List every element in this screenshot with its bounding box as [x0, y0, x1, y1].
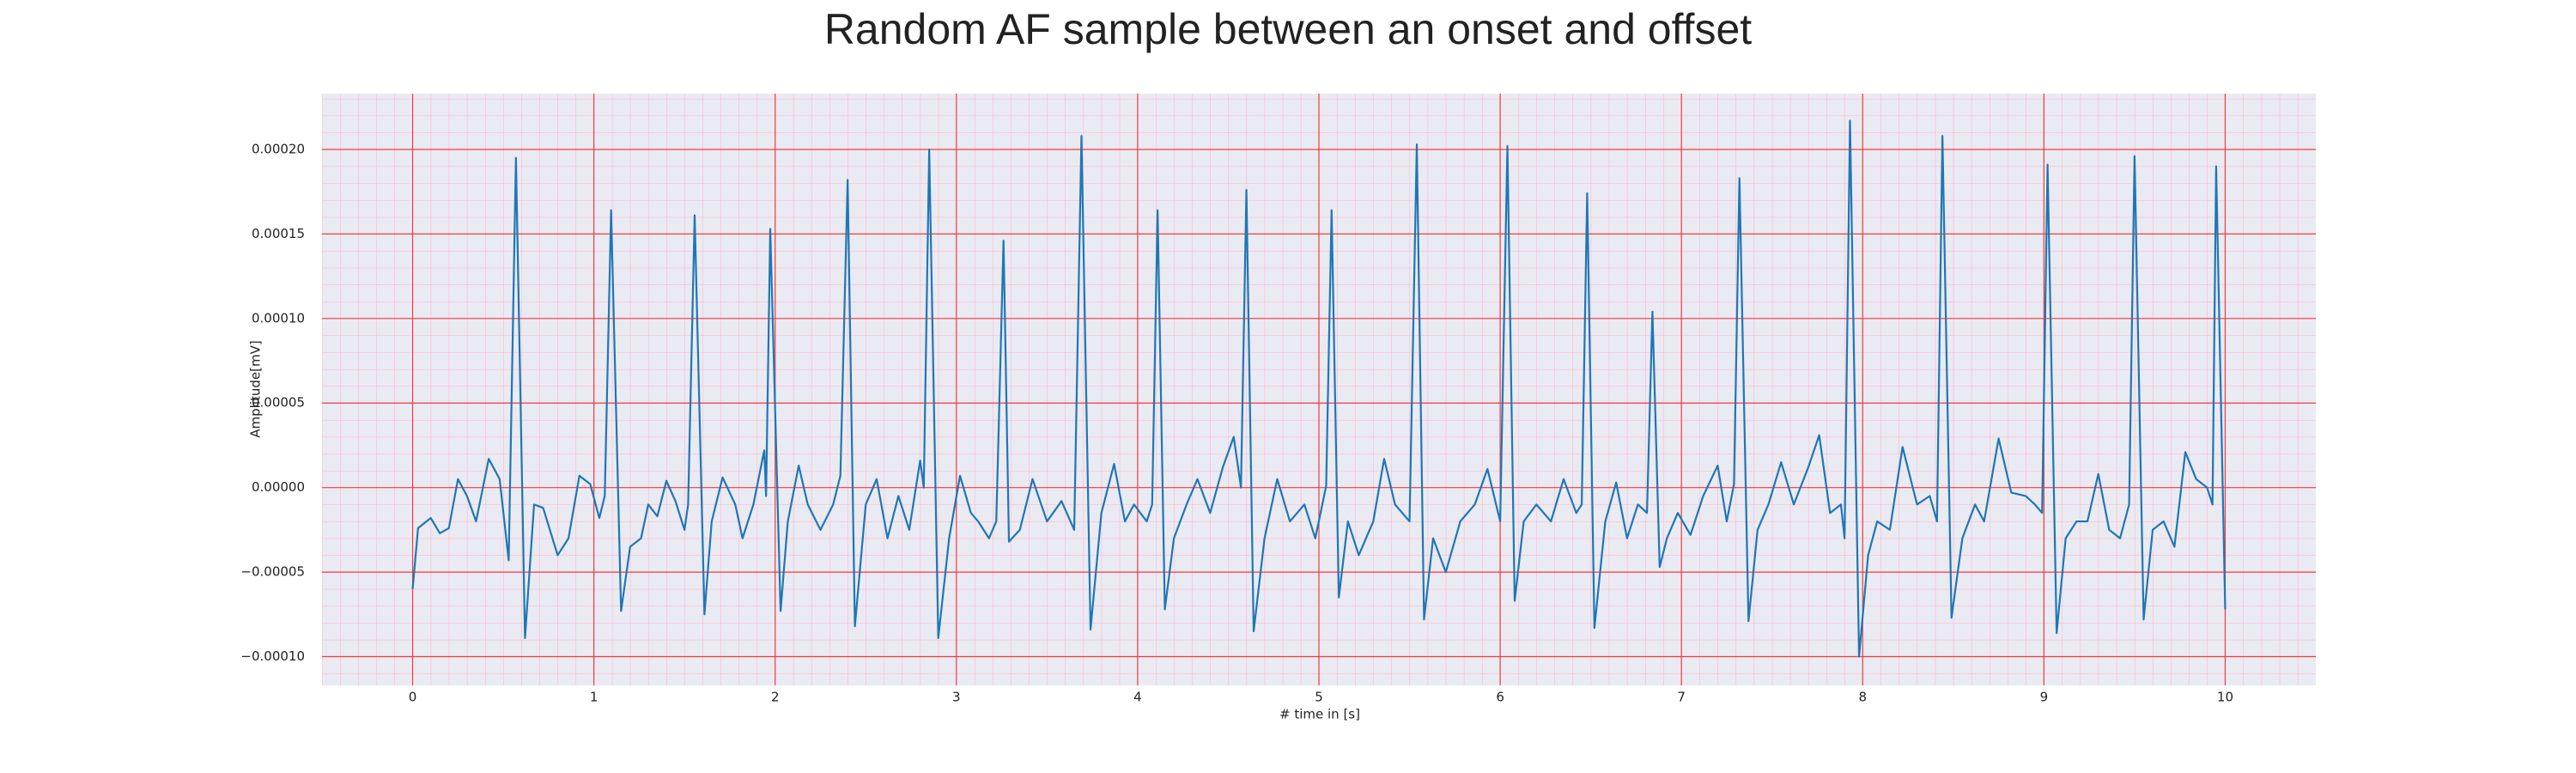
x-tick-label: 0: [409, 690, 417, 705]
x-tick-label: 5: [1315, 690, 1323, 705]
y-tick-label: 0.00005: [252, 395, 305, 411]
x-tick-label: 10: [2217, 690, 2233, 705]
x-tick-label: 1: [590, 690, 598, 705]
y-tick-label: 0.00015: [252, 226, 305, 241]
x-tick-label: 8: [1858, 690, 1867, 705]
y-tick-label: 0.00010: [252, 310, 305, 326]
x-tick-label: 4: [1133, 690, 1142, 705]
x-tick-label: 3: [952, 690, 961, 705]
signal-line: [411, 119, 2227, 658]
x-tick-label: 9: [2040, 690, 2049, 705]
x-axis-label: # time in [s]: [1279, 707, 1360, 722]
y-tick-label: 0.00020: [252, 141, 305, 156]
y-axis-label: Amplitude[mV]: [248, 340, 264, 437]
y-tick-label: 0.00000: [252, 479, 305, 495]
y-tick-label: −0.00005: [240, 564, 305, 580]
x-tick-label: 6: [1496, 690, 1504, 705]
y-tick-label: −0.00010: [240, 648, 305, 664]
x-tick-label: 2: [771, 690, 780, 705]
x-tick-label: 7: [1677, 690, 1686, 705]
chart-title: Random AF sample between an onset and of…: [824, 5, 1752, 53]
